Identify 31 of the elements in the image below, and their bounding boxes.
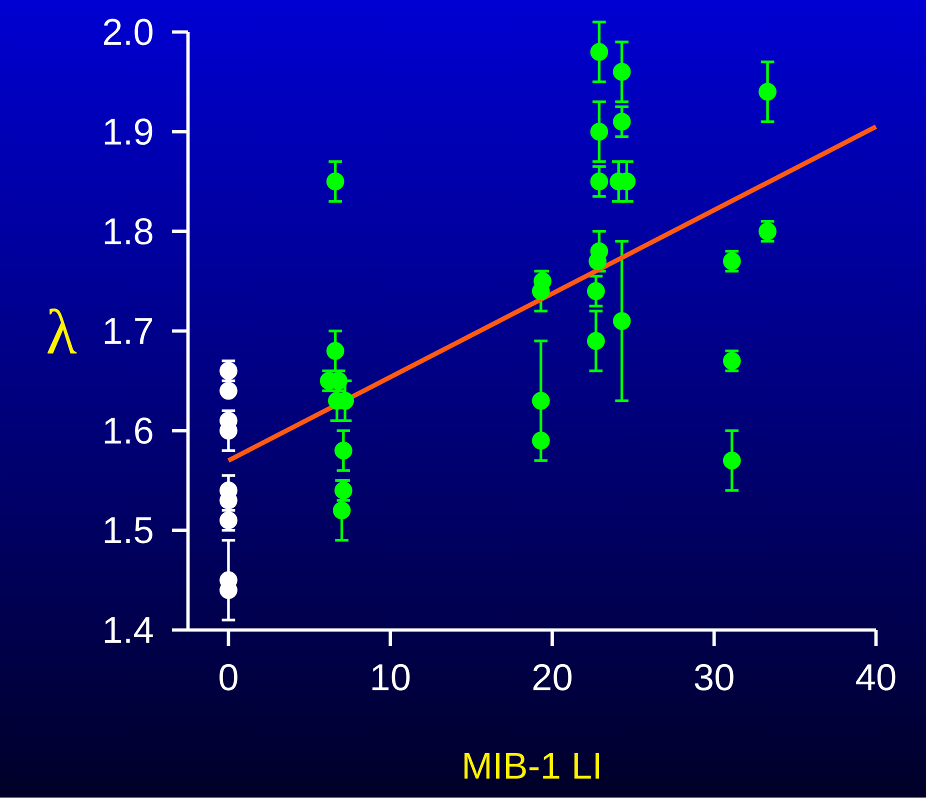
point [758, 82, 776, 101]
point [722, 452, 741, 470]
x-axis-title: MIB-1 LI [464, 752, 600, 779]
y-tick-label: 1.8 [104, 218, 152, 245]
point [532, 432, 550, 450]
x-tick-label: 0 [220, 664, 238, 690]
point [590, 122, 608, 141]
y-tick-label: 1.9 [104, 118, 152, 145]
y-axis-title: λ [48, 308, 77, 354]
point [220, 382, 238, 400]
point [590, 42, 608, 61]
point [326, 172, 344, 190]
point [612, 62, 631, 81]
point [332, 501, 351, 520]
point [326, 342, 344, 360]
y-tick-label: 2.0 [104, 18, 152, 46]
y-tick-label: 1.6 [104, 417, 152, 444]
x-tick-label: 30 [694, 664, 734, 690]
y-tick-label: 1.5 [104, 517, 152, 544]
x-tick-label: 10 [372, 664, 410, 690]
x-tick-label: 20 [533, 664, 572, 690]
y-tick-label: 1.7 [104, 318, 152, 344]
point [612, 312, 631, 330]
y-tick-label: 1.4 [104, 617, 153, 643]
point [532, 392, 550, 410]
x-tick-label: 40 [856, 664, 896, 690]
point [590, 172, 608, 190]
point [587, 332, 605, 350]
point [612, 112, 631, 131]
point [587, 282, 605, 300]
point [334, 442, 352, 460]
